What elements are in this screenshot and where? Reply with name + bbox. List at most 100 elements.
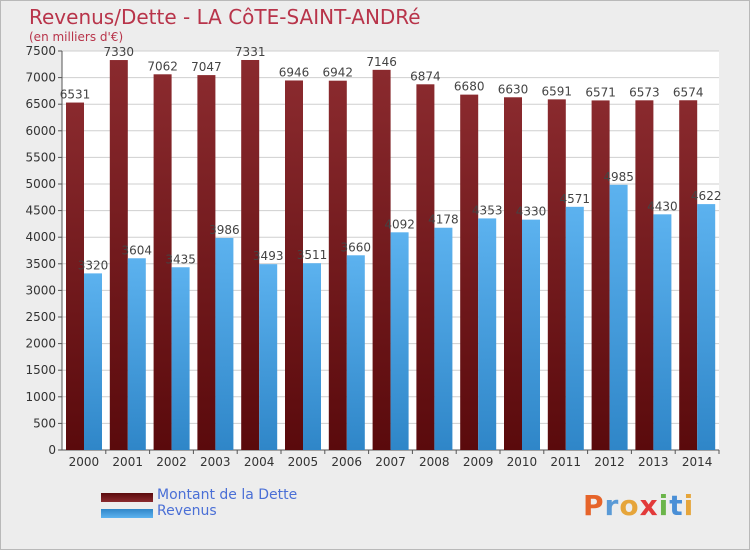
y-tick-label: 3500 — [25, 257, 56, 271]
x-tick-label: 2004 — [244, 455, 275, 469]
x-tick-label: 2010 — [507, 455, 538, 469]
bar-dette — [635, 100, 654, 450]
x-tick-label: 2013 — [638, 455, 669, 469]
proxiti-logo: Proxiti — [583, 489, 694, 522]
logo-letter: o — [619, 489, 640, 522]
data-label-dette: 6630 — [498, 82, 529, 96]
data-label-revenus: 3511 — [297, 248, 328, 262]
data-label-dette: 6574 — [673, 85, 704, 99]
logo-letter: t — [669, 489, 684, 522]
bar-dette — [241, 59, 260, 451]
y-tick-label: 2000 — [25, 337, 56, 351]
y-tick-label: 6000 — [25, 124, 56, 138]
data-label-dette: 7146 — [366, 55, 397, 69]
x-tick-label: 2003 — [200, 455, 231, 469]
logo-letter: r — [604, 489, 620, 522]
bar-dette — [372, 69, 391, 451]
data-label-dette: 6680 — [454, 80, 485, 94]
bar-dette — [66, 102, 84, 451]
y-tick-label: 1500 — [25, 363, 56, 377]
legend-label-revenus: Revenus — [157, 503, 217, 519]
bar-dette — [285, 80, 303, 450]
data-label-revenus: 3320 — [78, 258, 109, 272]
y-tick-label: 7000 — [25, 71, 56, 85]
data-label-revenus: 3493 — [253, 249, 284, 263]
data-label-dette: 6571 — [585, 85, 616, 99]
y-tick-label: 5000 — [25, 177, 56, 191]
x-tick-label: 2006 — [331, 455, 362, 469]
data-label-dette: 7331 — [235, 45, 266, 59]
y-tick-label: 4000 — [25, 230, 56, 244]
bar-dette — [416, 84, 435, 451]
bar-revenus — [215, 237, 234, 450]
data-label-dette: 6531 — [60, 88, 91, 102]
bar-revenus — [303, 263, 321, 450]
bar-revenus — [434, 227, 453, 450]
bar-dette — [197, 75, 216, 450]
x-tick-label: 2014 — [682, 455, 713, 469]
data-label-revenus: 4571 — [560, 192, 591, 206]
bar-dette — [460, 94, 479, 451]
data-label-revenus: 4092 — [384, 217, 415, 231]
y-tick-label: 6500 — [25, 97, 56, 111]
bar-revenus — [171, 267, 190, 450]
bar-revenus — [522, 219, 540, 450]
bar-dette — [109, 60, 128, 450]
data-label-dette: 7062 — [147, 59, 178, 73]
bar-revenus — [390, 232, 409, 450]
data-label-dette: 7047 — [191, 60, 222, 74]
data-label-revenus: 4330 — [516, 205, 547, 219]
y-tick-label: 0 — [48, 443, 56, 457]
bar-dette — [591, 100, 610, 451]
data-label-dette: 6573 — [629, 85, 660, 99]
bar-dette — [547, 99, 566, 451]
legend-swatch-revenus — [101, 509, 153, 518]
x-tick-label: 2008 — [419, 455, 450, 469]
y-tick-label: 4500 — [25, 204, 56, 218]
data-label-revenus: 3604 — [122, 243, 153, 257]
bar-revenus — [346, 255, 365, 450]
y-tick-label: 5500 — [25, 150, 56, 164]
logo-letter: x — [639, 489, 659, 522]
y-tick-label: 7500 — [25, 44, 56, 58]
logo-letter: i — [658, 489, 670, 522]
x-tick-label: 2002 — [156, 455, 187, 469]
y-tick-label: 500 — [33, 416, 56, 430]
data-label-dette: 6942 — [323, 66, 354, 80]
y-tick-label: 2500 — [25, 310, 56, 324]
bar-revenus — [84, 273, 102, 450]
x-tick-label: 2012 — [594, 455, 625, 469]
bar-dette — [153, 74, 172, 450]
x-tick-label: 2005 — [288, 455, 319, 469]
data-label-revenus: 4430 — [647, 199, 678, 213]
legend-label-dette: Montant de la Dette — [157, 487, 298, 503]
x-tick-label: 2011 — [550, 455, 581, 469]
chart-subtitle: (en milliers d'€) — [29, 30, 124, 44]
data-label-revenus: 4353 — [472, 203, 503, 217]
x-tick-label: 2009 — [463, 455, 494, 469]
y-tick-label: 3000 — [25, 283, 56, 297]
bar-revenus — [697, 204, 716, 450]
x-tick-label: 2000 — [69, 455, 100, 469]
data-label-dette: 6874 — [410, 69, 441, 83]
bar-dette — [679, 100, 698, 451]
data-label-dette: 6591 — [542, 84, 573, 98]
data-label-revenus: 3660 — [341, 240, 372, 254]
bar-revenus — [565, 206, 584, 450]
data-label-revenus: 4178 — [428, 213, 459, 227]
logo-letter: P — [583, 489, 605, 522]
data-label-dette: 7330 — [104, 45, 135, 59]
chart-title: Revenus/Dette - LA CôTE-SAINT-ANDRé — [29, 5, 421, 29]
legend-swatch-dette — [101, 493, 153, 502]
x-tick-label: 2001 — [112, 455, 143, 469]
logo-letter: i — [683, 489, 695, 522]
bar-revenus — [653, 214, 672, 450]
bar-revenus — [259, 264, 278, 450]
y-tick-label: 1000 — [25, 390, 56, 404]
data-label-revenus: 3986 — [209, 223, 240, 237]
bar-revenus — [478, 218, 497, 450]
data-label-revenus: 4622 — [691, 189, 722, 203]
bar-dette — [328, 80, 347, 450]
